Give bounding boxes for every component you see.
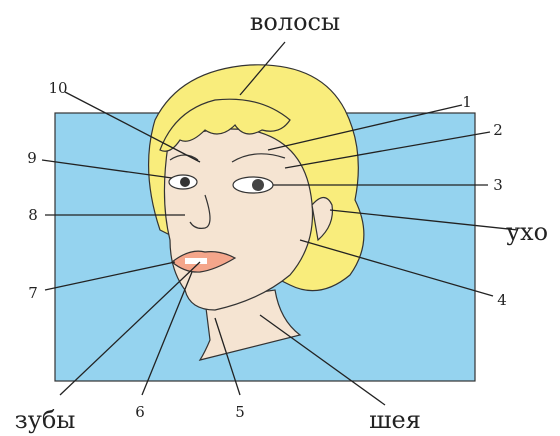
number-label: 4 <box>497 291 507 309</box>
diagram: волосы ухо шея зубы 1 2 3 4 5 6 7 8 9 10 <box>0 0 560 436</box>
number-label: 8 <box>28 206 38 224</box>
number-label: 3 <box>493 176 503 194</box>
number-label: 9 <box>27 149 37 167</box>
number-label: 2 <box>493 121 503 139</box>
number-label: 10 <box>48 79 67 97</box>
ear-label: ухо <box>506 218 548 246</box>
number-label: 1 <box>462 93 472 111</box>
neck-label: шея <box>369 406 421 434</box>
number-label: 5 <box>235 403 245 421</box>
hair-label: волосы <box>250 8 340 36</box>
teeth-label: зубы <box>15 406 76 434</box>
teeth-shape <box>185 258 207 264</box>
left-pupil <box>180 177 190 187</box>
right-pupil <box>252 179 264 191</box>
number-label: 6 <box>135 403 145 421</box>
number-label: 7 <box>28 284 38 302</box>
